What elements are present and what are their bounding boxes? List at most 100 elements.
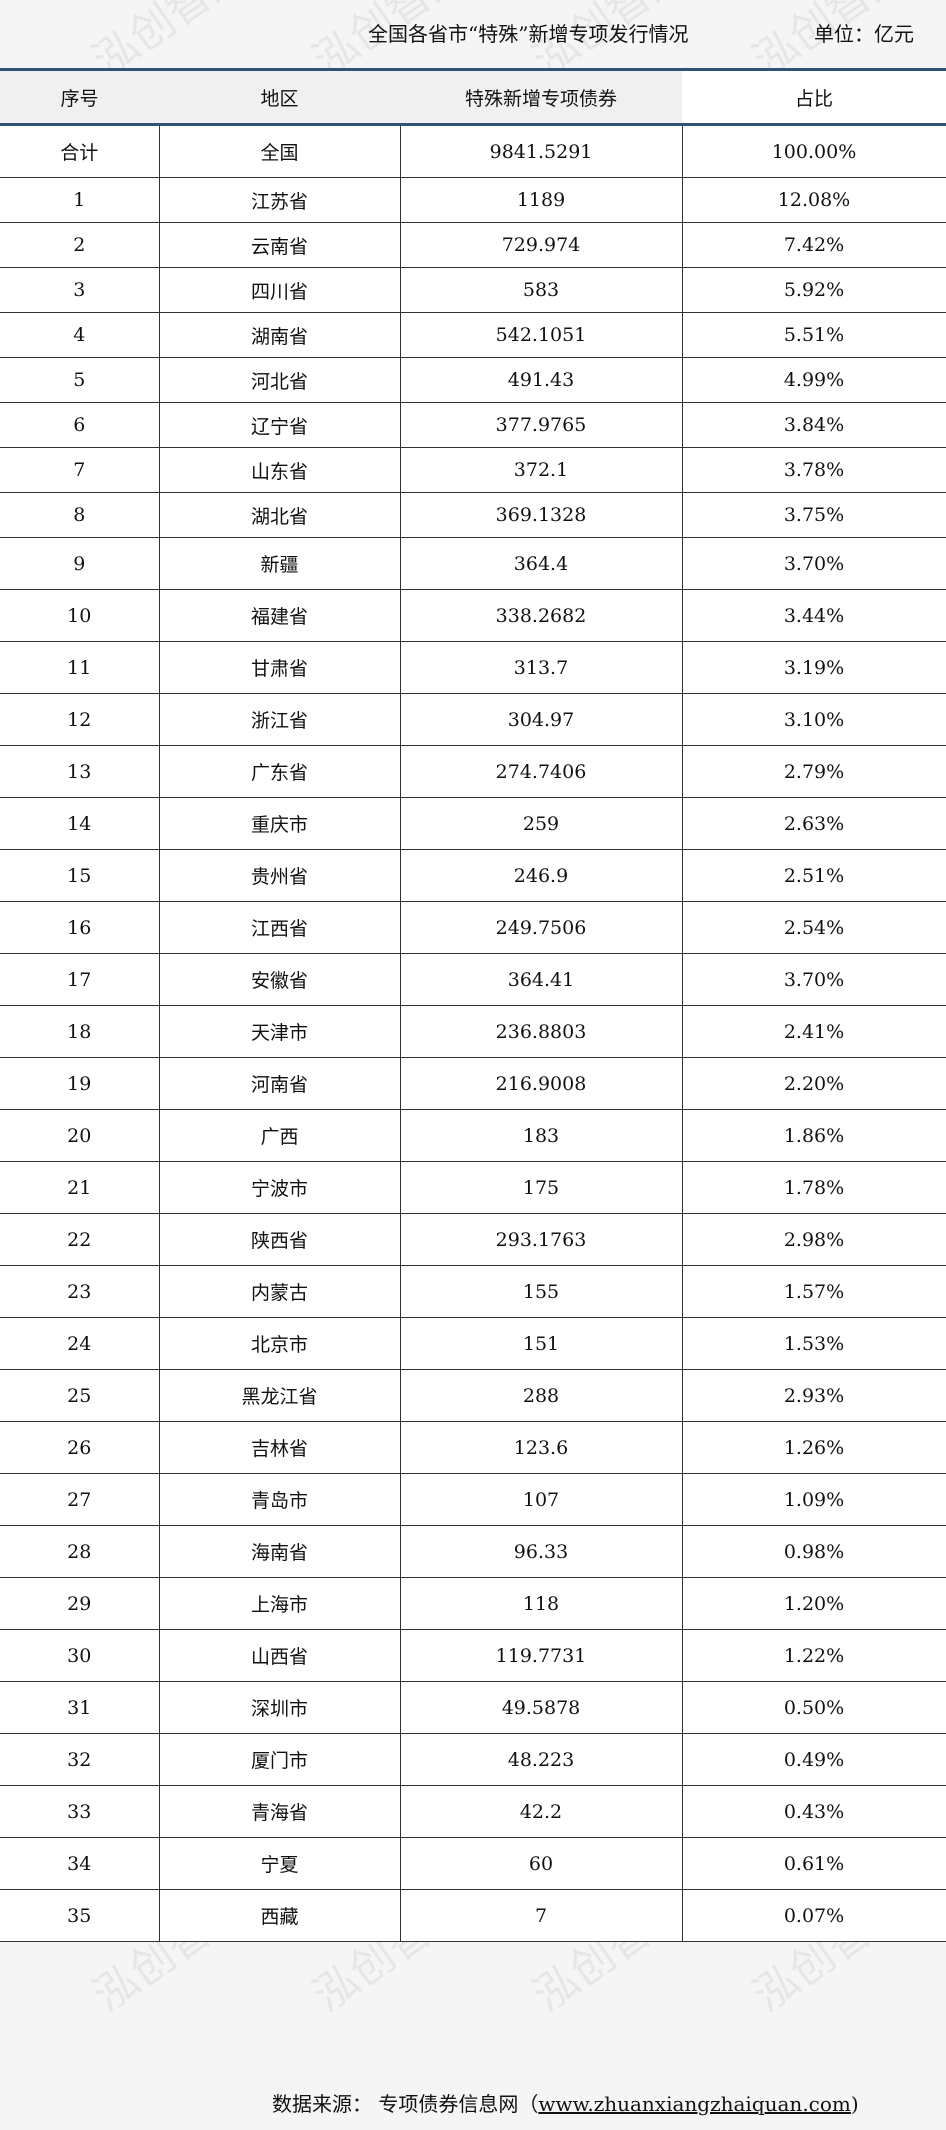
cell-share: 1.09% — [681, 1473, 946, 1526]
total-row: 合计 全国 9841.5291 100.00% — [0, 124, 946, 178]
table-row: 10 福建省 338.2682 3.44% — [0, 589, 946, 642]
cell-amount: 372.1 — [399, 447, 683, 493]
cell-seq: 20 — [0, 1109, 160, 1162]
cell-region: 河北省 — [158, 357, 401, 403]
cell-seq: 19 — [0, 1057, 160, 1110]
cell-region: 湖北省 — [158, 492, 401, 538]
cell-amount: 338.2682 — [399, 589, 683, 642]
cell-amount: 249.7506 — [399, 901, 683, 954]
cell-amount: 183 — [399, 1109, 683, 1162]
table-row: 20 广西 183 1.86% — [0, 1109, 946, 1162]
table-row: 15 贵州省 246.9 2.51% — [0, 849, 946, 902]
cell-seq: 35 — [0, 1889, 160, 1942]
table-row: 33 青海省 42.2 0.43% — [0, 1785, 946, 1838]
cell-share: 7.42% — [681, 222, 946, 268]
table-row: 14 重庆市 259 2.63% — [0, 797, 946, 850]
table-row: 17 安徽省 364.41 3.70% — [0, 953, 946, 1006]
col-amount: 特殊新增专项债券 — [400, 71, 682, 125]
cell-seq: 12 — [0, 693, 160, 746]
cell-amount: 49.5878 — [399, 1681, 683, 1734]
cell-amount: 293.1763 — [399, 1213, 683, 1266]
cell-amount: 369.1328 — [399, 492, 683, 538]
cell-share: 12.08% — [681, 177, 946, 223]
cell-amount: 259 — [399, 797, 683, 850]
cell-share: 2.41% — [681, 1005, 946, 1058]
source-note: 数据来源： 专项债券信息网（www.zhuanxiangzhaiquan.com… — [272, 2088, 859, 2117]
cell-region: 内蒙古 — [158, 1265, 401, 1318]
cell-seq: 8 — [0, 492, 160, 538]
cell-share: 1.78% — [681, 1161, 946, 1214]
cell-share: 5.92% — [681, 267, 946, 313]
cell-share: 2.98% — [681, 1213, 946, 1266]
cell-region: 贵州省 — [158, 849, 401, 902]
cell-seq: 29 — [0, 1577, 160, 1630]
cell-amount: 175 — [399, 1161, 683, 1214]
cell-amount: 155 — [399, 1265, 683, 1318]
cell-amount: 107 — [399, 1473, 683, 1526]
total-region: 全国 — [158, 124, 401, 178]
table-row: 34 宁夏 60 0.61% — [0, 1837, 946, 1890]
table-row: 27 青岛市 107 1.09% — [0, 1473, 946, 1526]
table-row: 21 宁波市 175 1.78% — [0, 1161, 946, 1214]
cell-amount: 118 — [399, 1577, 683, 1630]
cell-region: 广西 — [158, 1109, 401, 1162]
cell-seq: 18 — [0, 1005, 160, 1058]
table-row: 4 湖南省 542.1051 5.51% — [0, 312, 946, 358]
cell-seq: 21 — [0, 1161, 160, 1214]
table-row: 13 广东省 274.7406 2.79% — [0, 745, 946, 798]
table-row: 24 北京市 151 1.53% — [0, 1317, 946, 1370]
cell-amount: 96.33 — [399, 1525, 683, 1578]
cell-amount: 313.7 — [399, 641, 683, 694]
source-name: 专项债券信息网（ — [378, 2092, 539, 2116]
table-row: 29 上海市 118 1.20% — [0, 1577, 946, 1630]
cell-region: 河南省 — [158, 1057, 401, 1110]
table-row: 1 江苏省 1189 12.08% — [0, 177, 946, 223]
cell-seq: 28 — [0, 1525, 160, 1578]
cell-region: 上海市 — [158, 1577, 401, 1630]
cell-seq: 10 — [0, 589, 160, 642]
cell-seq: 32 — [0, 1733, 160, 1786]
cell-share: 2.51% — [681, 849, 946, 902]
cell-share: 2.93% — [681, 1369, 946, 1422]
cell-region: 安徽省 — [158, 953, 401, 1006]
cell-region: 江西省 — [158, 901, 401, 954]
table-row: 6 辽宁省 377.9765 3.84% — [0, 402, 946, 448]
col-seq: 序号 — [0, 71, 159, 125]
cell-region: 海南省 — [158, 1525, 401, 1578]
cell-share: 3.84% — [681, 402, 946, 448]
table-row: 23 内蒙古 155 1.57% — [0, 1265, 946, 1318]
cell-amount: 236.8803 — [399, 1005, 683, 1058]
table-row: 18 天津市 236.8803 2.41% — [0, 1005, 946, 1058]
cell-seq: 16 — [0, 901, 160, 954]
cell-region: 北京市 — [158, 1317, 401, 1370]
cell-seq: 2 — [0, 222, 160, 268]
table-row: 32 厦门市 48.223 0.49% — [0, 1733, 946, 1786]
table-row: 35 西藏 7 0.07% — [0, 1889, 946, 1942]
table-row: 16 江西省 249.7506 2.54% — [0, 901, 946, 954]
cell-seq: 17 — [0, 953, 160, 1006]
cell-seq: 33 — [0, 1785, 160, 1838]
source-link[interactable]: www.zhuanxiangzhaiquan.com — [538, 2092, 851, 2116]
cell-seq: 25 — [0, 1369, 160, 1422]
cell-seq: 24 — [0, 1317, 160, 1370]
cell-share: 0.98% — [681, 1525, 946, 1578]
unit-label: 单位：亿元 — [814, 22, 914, 46]
cell-share: 3.44% — [681, 589, 946, 642]
cell-share: 1.86% — [681, 1109, 946, 1162]
cell-seq: 13 — [0, 745, 160, 798]
cell-amount: 216.9008 — [399, 1057, 683, 1110]
cell-region: 吉林省 — [158, 1421, 401, 1474]
cell-share: 3.75% — [681, 492, 946, 538]
cell-region: 甘肃省 — [158, 641, 401, 694]
cell-region: 山西省 — [158, 1629, 401, 1682]
cell-seq: 22 — [0, 1213, 160, 1266]
cell-amount: 364.41 — [399, 953, 683, 1006]
cell-share: 3.70% — [681, 537, 946, 590]
table-row: 22 陕西省 293.1763 2.98% — [0, 1213, 946, 1266]
cell-share: 0.61% — [681, 1837, 946, 1890]
table-row: 30 山西省 119.7731 1.22% — [0, 1629, 946, 1682]
cell-share: 1.22% — [681, 1629, 946, 1682]
total-share: 100.00% — [681, 124, 946, 178]
cell-region: 陕西省 — [158, 1213, 401, 1266]
cell-seq: 26 — [0, 1421, 160, 1474]
